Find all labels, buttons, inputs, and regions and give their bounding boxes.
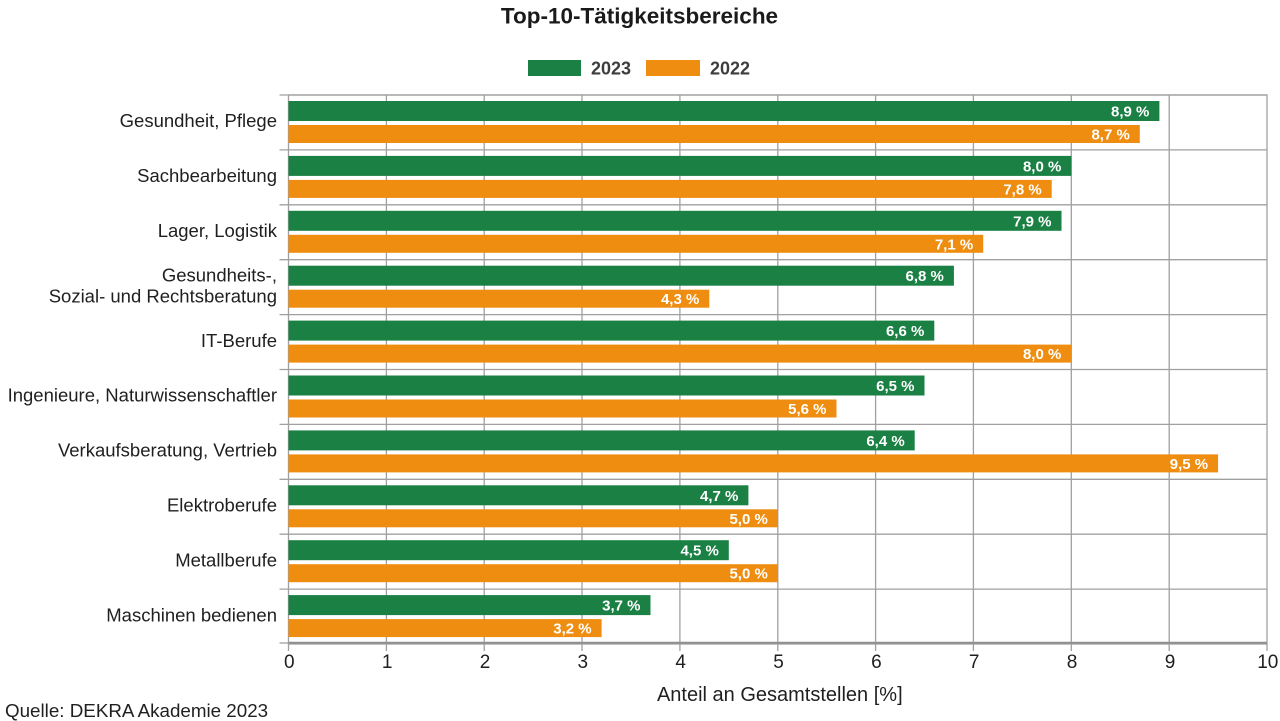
svg-text:Sozial- und Rechtsberatung: Sozial- und Rechtsberatung [49,285,277,306]
svg-text:7,9 %: 7,9 % [1013,213,1051,230]
svg-text:Maschinen bedienen: Maschinen bedienen [106,604,277,625]
svg-text:Ingenieure, Naturwissenschaftl: Ingenieure, Naturwissenschaftler [8,385,277,406]
svg-text:7,1 %: 7,1 % [935,236,973,253]
svg-text:Sachbearbeitung: Sachbearbeitung [137,165,277,186]
svg-text:5,0 %: 5,0 % [729,566,767,583]
svg-text:Top-10-Tätigkeitsbereiche: Top-10-Tätigkeitsbereiche [501,4,778,29]
svg-text:Elektroberufe: Elektroberufe [167,495,277,516]
svg-text:4,3 %: 4,3 % [661,291,699,308]
svg-text:3,2 %: 3,2 % [553,621,591,638]
svg-text:Verkaufsberatung, Vertrieb: Verkaufsberatung, Vertrieb [58,440,277,461]
svg-text:0: 0 [284,652,295,673]
svg-text:8,0 %: 8,0 % [1023,346,1061,363]
svg-text:Metallberufe: Metallberufe [175,549,277,570]
svg-text:6,4 %: 6,4 % [866,433,904,450]
svg-text:1: 1 [382,652,393,673]
svg-text:2023: 2023 [591,59,631,79]
svg-text:9: 9 [1165,652,1176,673]
svg-text:6: 6 [871,652,882,673]
svg-text:6,8 %: 6,8 % [906,268,944,285]
svg-text:3,7 %: 3,7 % [602,598,640,615]
svg-text:8,7 %: 8,7 % [1091,127,1129,144]
svg-text:2: 2 [480,652,491,673]
svg-text:10: 10 [1257,652,1278,673]
svg-text:5,6 %: 5,6 % [788,401,826,418]
svg-text:6,6 %: 6,6 % [886,323,924,340]
svg-text:Anteil an Gesamtstellen [%]: Anteil an Gesamtstellen [%] [657,684,903,706]
svg-text:6,5 %: 6,5 % [876,378,914,395]
svg-text:Gesundheits-,: Gesundheits-, [162,264,277,285]
svg-text:Gesundheit, Pflege: Gesundheit, Pflege [120,110,277,131]
svg-text:Quelle: DEKRA Akademie 2023: Quelle: DEKRA Akademie 2023 [5,700,268,721]
svg-text:8: 8 [1067,652,1078,673]
svg-text:IT-Berufe: IT-Berufe [201,330,277,351]
svg-text:4: 4 [675,652,686,673]
svg-text:5,0 %: 5,0 % [729,511,767,528]
svg-text:7,8 %: 7,8 % [1003,181,1041,198]
svg-text:3: 3 [578,652,589,673]
svg-text:Lager, Logistik: Lager, Logistik [158,220,278,241]
svg-text:4,7 %: 4,7 % [700,488,738,505]
svg-text:5: 5 [773,652,784,673]
svg-text:7: 7 [969,652,980,673]
svg-text:4,5 %: 4,5 % [680,543,718,560]
svg-text:8,9 %: 8,9 % [1111,104,1149,121]
svg-text:8,0 %: 8,0 % [1023,158,1061,175]
svg-text:9,5 %: 9,5 % [1170,456,1208,473]
svg-text:2022: 2022 [710,59,750,79]
